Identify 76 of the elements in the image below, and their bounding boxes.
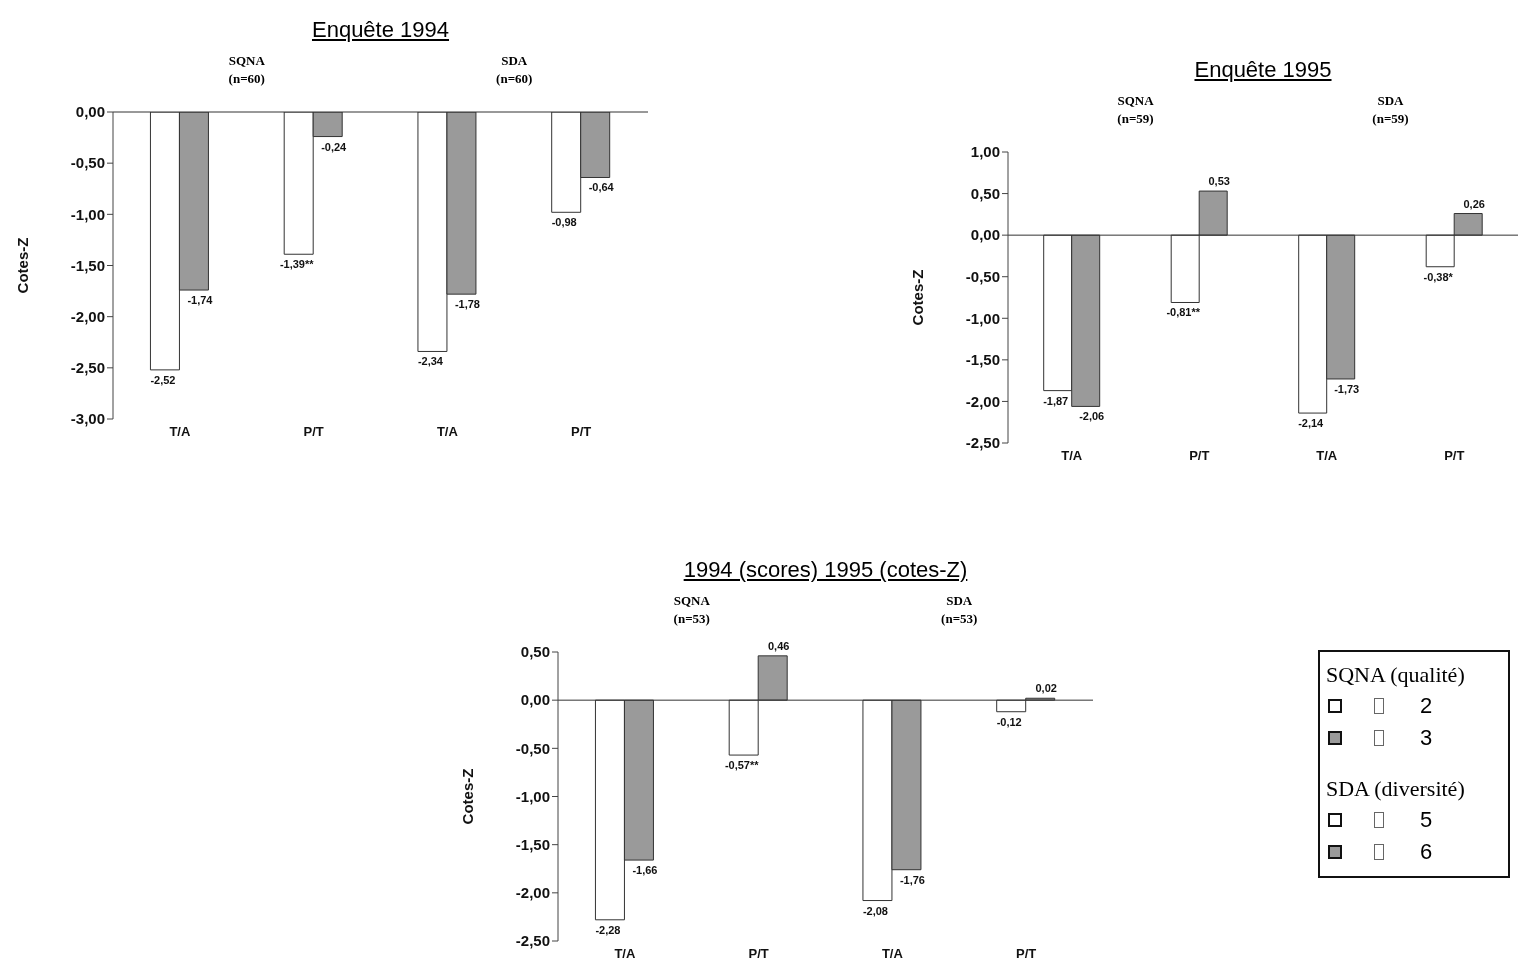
text: SDA (n=53) bbox=[940, 592, 979, 628]
chart-title: Enquête 1995 bbox=[1193, 56, 1333, 84]
data-label: -2,34 bbox=[417, 355, 444, 368]
text: SDA (n=60) bbox=[495, 52, 534, 88]
data-label: -0,81** bbox=[1166, 306, 1201, 319]
y-tick-label: -2,50 bbox=[515, 932, 550, 950]
text: SDA (diversité) bbox=[1326, 775, 1466, 803]
x-tick-label: P/T bbox=[748, 946, 769, 962]
data-label: -2,08 bbox=[862, 904, 888, 917]
y-tick-label: -0,50 bbox=[965, 268, 1000, 286]
y-tick-label: 0,50 bbox=[970, 184, 1000, 202]
y-tick-label: -1,50 bbox=[70, 256, 105, 274]
data-label: -1,87 bbox=[1043, 394, 1069, 407]
y-tick-label: -2,50 bbox=[965, 434, 1000, 452]
text: SQNA (n=60) bbox=[227, 52, 266, 88]
x-tick-label: T/A bbox=[1061, 448, 1083, 464]
y-tick-label: -3,00 bbox=[70, 410, 105, 428]
y-axis-title: Cotes-Z bbox=[459, 768, 477, 825]
y-tick-label: -0,50 bbox=[515, 739, 550, 757]
data-label: -1,74 bbox=[187, 294, 214, 307]
chart-title: Enquête 1994 bbox=[311, 16, 450, 44]
text: 2 bbox=[1420, 693, 1433, 719]
data-label: 0,26 bbox=[1463, 197, 1485, 210]
x-tick-label: P/T bbox=[1444, 448, 1465, 464]
text: SDA (n=59) bbox=[1371, 92, 1410, 128]
text: 5 bbox=[1420, 807, 1433, 833]
data-label: -1,66 bbox=[632, 864, 658, 877]
x-tick-label: T/A bbox=[169, 424, 191, 440]
data-label: -2,52 bbox=[150, 373, 176, 386]
x-tick-label: P/T bbox=[1016, 946, 1037, 962]
data-label: -1,76 bbox=[899, 873, 925, 886]
chart-title: 1994 (scores) 1995 (cotes-Z) bbox=[682, 556, 969, 584]
x-tick-label: P/T bbox=[303, 424, 324, 440]
x-tick-label: T/A bbox=[436, 424, 459, 440]
text: 6 bbox=[1420, 839, 1433, 865]
data-label: -2,06 bbox=[1079, 410, 1105, 423]
data-label: -0,64 bbox=[588, 181, 615, 194]
text: SQNA (n=53) bbox=[672, 592, 711, 628]
y-tick-label: 0,00 bbox=[75, 103, 105, 121]
y-tick-label: -1,00 bbox=[70, 205, 105, 223]
data-label: -2,14 bbox=[1298, 417, 1325, 430]
text: SQNA (qualité) bbox=[1326, 661, 1466, 689]
data-label: -0,57** bbox=[724, 759, 760, 772]
data-label: -2,28 bbox=[595, 923, 621, 936]
data-label: 0,53 bbox=[1208, 175, 1230, 188]
y-tick-label: -1,50 bbox=[965, 351, 1000, 369]
y-tick-label: -1,00 bbox=[515, 787, 550, 805]
y-tick-label: 0,00 bbox=[520, 691, 550, 709]
data-label: -1,78 bbox=[454, 298, 480, 311]
data-label: 0,46 bbox=[767, 639, 790, 652]
y-tick-label: 1,00 bbox=[970, 143, 1000, 161]
data-label: -1,39** bbox=[279, 258, 315, 271]
y-tick-label: -2,50 bbox=[70, 359, 105, 377]
y-tick-label: -2,00 bbox=[965, 392, 1000, 410]
y-tick-label: -1,00 bbox=[965, 309, 1000, 327]
y-tick-label: 0,50 bbox=[520, 643, 550, 661]
y-tick-label: -0,50 bbox=[70, 154, 105, 172]
data-label: -0,38* bbox=[1423, 270, 1454, 283]
y-axis-title: Cotes-Z bbox=[14, 237, 32, 294]
y-tick-label: -2,00 bbox=[70, 307, 105, 325]
data-label: -0,24 bbox=[321, 140, 348, 153]
data-label: 0,02 bbox=[1035, 682, 1057, 695]
text: 3 bbox=[1420, 725, 1433, 751]
y-tick-label: 0,00 bbox=[970, 226, 1000, 244]
x-tick-label: P/T bbox=[571, 424, 592, 440]
x-tick-label: T/A bbox=[614, 946, 636, 962]
data-label: -1,73 bbox=[1334, 382, 1360, 395]
x-tick-label: T/A bbox=[1316, 448, 1338, 464]
data-label: -0,12 bbox=[996, 715, 1022, 728]
text: SQNA (n=59) bbox=[1116, 92, 1155, 128]
data-label: -0,98 bbox=[551, 216, 577, 229]
y-tick-label: -2,00 bbox=[515, 884, 550, 902]
x-tick-label: T/A bbox=[881, 946, 904, 962]
y-tick-label: -1,50 bbox=[515, 835, 550, 853]
y-axis-title: Cotes-Z bbox=[909, 269, 927, 326]
x-tick-label: P/T bbox=[1189, 448, 1210, 464]
